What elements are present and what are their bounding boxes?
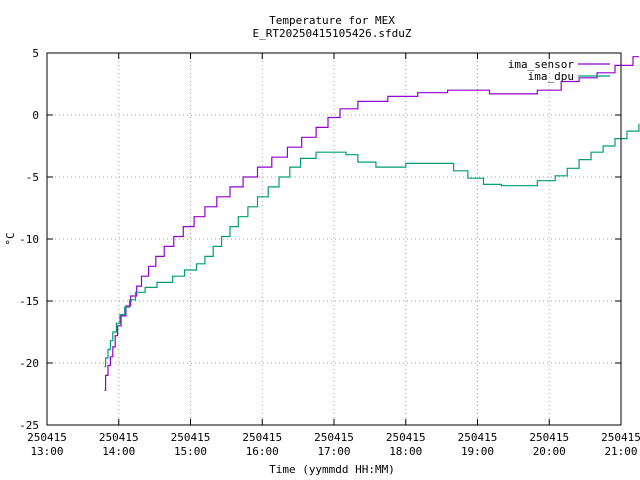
series-line-ima-dpu <box>104 123 640 368</box>
y-tick-label: 5 <box>32 47 39 60</box>
x-tick-label-date: 250415 <box>314 431 354 444</box>
y-tick-label: -25 <box>19 419 39 432</box>
y-axis-label: °C <box>4 232 17 245</box>
x-tick-label-time: 19:00 <box>461 445 494 458</box>
x-tick-label-date: 250415 <box>386 431 426 444</box>
series-line-ima-sensor <box>104 56 639 391</box>
x-tick-label-time: 20:00 <box>533 445 566 458</box>
x-tick-label-date: 250415 <box>458 431 498 444</box>
y-tick-label: -10 <box>19 233 39 246</box>
x-tick-label-date: 250415 <box>601 431 640 444</box>
legend-label: ima_sensor <box>508 58 575 71</box>
x-tick-label-time: 13:00 <box>30 445 63 458</box>
legend-label: ima_dpu <box>528 70 574 83</box>
x-tick-label-date: 250415 <box>27 431 67 444</box>
y-axis-ticks: 5 0 -5 -10 -15 -20 -25 <box>19 47 621 432</box>
x-tick-label-date: 250415 <box>242 431 282 444</box>
x-tick-label-date: 250415 <box>529 431 569 444</box>
chart-title: Temperature for MEX <box>269 14 395 27</box>
series-lines <box>104 56 640 391</box>
x-tick-label-time: 18:00 <box>389 445 422 458</box>
y-tick-label: -5 <box>26 171 39 184</box>
grid <box>47 53 621 425</box>
y-tick-label: 0 <box>32 109 39 122</box>
x-tick-label-date: 250415 <box>171 431 211 444</box>
x-tick-label-time: 17:00 <box>317 445 350 458</box>
x-tick-label-time: 21:00 <box>604 445 637 458</box>
x-axis-label: Time (yymmdd HH:MM) <box>269 463 395 476</box>
y-tick-label: -15 <box>19 295 39 308</box>
x-tick-label-time: 15:00 <box>174 445 207 458</box>
x-tick-label-time: 16:00 <box>246 445 279 458</box>
x-tick-label-date: 250415 <box>99 431 139 444</box>
x-tick-label-time: 14:00 <box>102 445 135 458</box>
x-axis-ticks: 25041513:0025041514:0025041515:002504151… <box>27 53 640 458</box>
chart-subtitle: E_RT20250415105426.sfduZ <box>253 27 412 40</box>
y-tick-label: -20 <box>19 357 39 370</box>
